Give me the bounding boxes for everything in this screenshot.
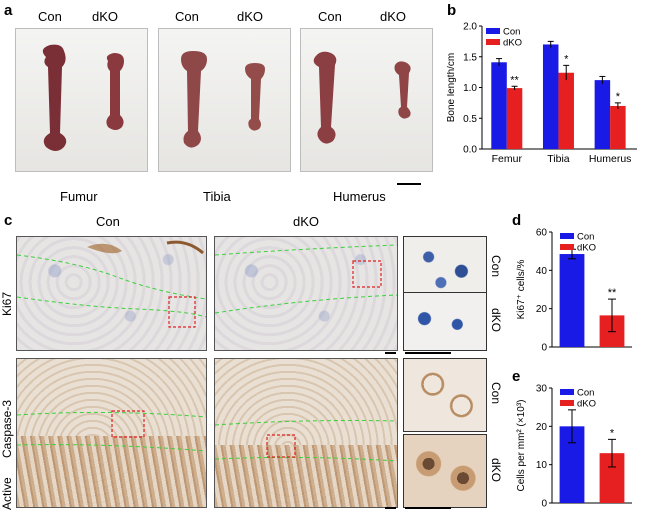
bar-con [559, 254, 585, 347]
y-axis-label: Ki67⁺ cells/% [516, 260, 527, 320]
significance-marker: * [616, 91, 621, 103]
panel-a-label-con-1: Con [38, 9, 62, 24]
femur-bones-image [42, 44, 124, 151]
panel-c-label-dko: dKO [293, 214, 320, 229]
tibia-bones-image [181, 51, 265, 148]
zoom-label-dko-2: dKO [489, 458, 503, 483]
y-tick-label: 0.0 [463, 145, 477, 156]
bone-label-humerus: Humerus [333, 189, 386, 204]
y-tick-label: 40 [536, 266, 548, 277]
bar-dko-humerus [610, 105, 626, 149]
y-tick-label: 1.5 [463, 52, 477, 63]
panel-c-label-con: Con [96, 214, 120, 229]
x-tick-label: Femur [492, 153, 523, 163]
y-tick-label: 20 [536, 422, 548, 433]
significance-marker: * [564, 53, 569, 65]
bone-length-chart: 0.0 0.5 1.0 1.5 2.0 Bone length/cm ** Femur * Tib… [447, 22, 637, 163]
ki67-zoom-scale-bar [405, 352, 451, 354]
ki67-dko-zoom [403, 292, 487, 351]
panel-c-letter: c [4, 212, 13, 229]
y-tick-label: 0 [541, 499, 547, 510]
panel-a-label-dko-3: dKO [380, 9, 407, 24]
humerus-photo [300, 28, 433, 172]
row-label-ki67-wrap: Ki67 [0, 278, 14, 318]
row-label-caspase3: Caspase-3 [0, 399, 14, 458]
humerus-bones-image [313, 51, 411, 144]
femur-photo [15, 28, 148, 172]
panel-b-letter: b [447, 2, 457, 19]
panel-d-letter: d [512, 212, 522, 229]
legend-swatch-dko [560, 400, 574, 406]
ki67-con-overlay [17, 240, 206, 328]
x-tick-label: Tibia [547, 153, 570, 163]
panel-a-label-con-2: Con [175, 9, 199, 24]
bar-dko-tibia [558, 72, 574, 149]
legend-label-dko: dKO [503, 38, 522, 49]
ki67-scale-bar [385, 352, 396, 354]
legend-label-con: Con [503, 27, 520, 38]
caspase3-zoom-scale-bar [405, 507, 451, 509]
legend-label-dko: dKO [577, 243, 596, 254]
bar-con-humerus [594, 80, 611, 149]
bar-con-tibia [542, 44, 559, 150]
legend-label-con: Con [577, 388, 594, 399]
ki67-dko-overlay [215, 244, 397, 314]
y-tick-label: 1.0 [463, 83, 477, 94]
y-tick-label: 0 [541, 343, 547, 354]
panel-a-label-dko-2: dKO [237, 9, 264, 24]
ki67-con-micrograph [16, 236, 207, 351]
x-tick-label: Humerus [589, 153, 632, 163]
ki67-con-zoom [403, 236, 487, 295]
legend-swatch-con [560, 389, 574, 395]
significance-marker: ** [510, 74, 519, 86]
panel-a-label-con-3: Con [318, 9, 342, 24]
legend-swatch-dko [560, 244, 574, 250]
caspase3-con-overlay [17, 410, 206, 452]
row-label-caspase-wrap: Active Caspase-3 [0, 360, 14, 510]
significance-marker: * [610, 427, 615, 439]
caspase3-con-zoom [403, 358, 487, 432]
legend-swatch-dko [486, 39, 500, 45]
legend-label-dko: dKO [577, 399, 596, 410]
zoom-label-con-2: Con [489, 382, 503, 405]
row-label-active: Active [0, 477, 14, 510]
y-axis-label: Bone length/cm [447, 53, 457, 123]
y-tick-label: 10 [536, 460, 548, 471]
caspase3-con-bone-region [17, 435, 206, 507]
y-tick-label: 2.0 [463, 22, 477, 33]
zoom-label-con-1: Con [489, 255, 503, 278]
bar-dko-femur [506, 88, 523, 149]
panel-e-letter: e [512, 368, 521, 385]
caspase3-dko-micrograph [214, 358, 398, 508]
bone-label-femur: Fumur [60, 189, 98, 204]
y-tick-label: 30 [536, 384, 548, 395]
caspase3-dko-overlay [215, 420, 397, 462]
legend-swatch-con [560, 233, 574, 239]
y-tick-label: 20 [536, 304, 548, 315]
panel-a-label-dko-1: dKO [92, 9, 119, 24]
legend-label-con: Con [577, 232, 594, 243]
ki67-dko-micrograph [214, 236, 398, 351]
caspase3-dko-zoom [403, 434, 487, 508]
legend-swatch-con [486, 28, 500, 34]
y-tick-label: 60 [536, 228, 548, 239]
caspase3-scale-bar [385, 507, 396, 509]
row-label-ki67: Ki67 [0, 291, 14, 316]
panel-a-letter: a [4, 2, 13, 19]
y-tick-label: 0.5 [463, 114, 477, 125]
caspase3-con-micrograph [16, 358, 207, 508]
y-axis-label: Cells per mm² (×10³) [516, 400, 527, 492]
bone-label-tibia: Tibia [203, 189, 231, 204]
tibia-photo [158, 28, 291, 172]
significance-marker: ** [608, 287, 617, 299]
panel-a-scale-bar [397, 183, 421, 185]
zoom-label-dko-1: dKO [489, 308, 503, 333]
bar-con-femur [491, 62, 507, 149]
caspase3-dko-bone-region [215, 444, 397, 507]
